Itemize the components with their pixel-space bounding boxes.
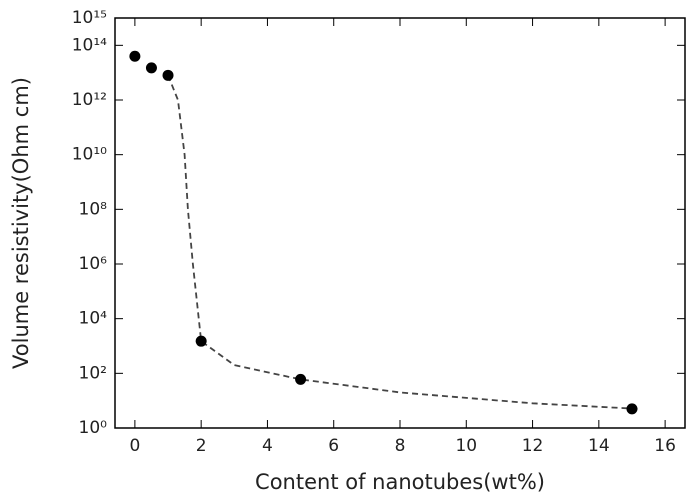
y-tick-label: 10⁶ [79,254,108,274]
data-point [195,335,207,347]
x-tick-label: 14 [588,436,610,456]
data-point [295,373,307,385]
data-point [162,69,174,81]
y-tick-label: 10⁰ [79,418,108,438]
x-tick-label: 10 [455,436,477,456]
x-tick-label: 8 [395,436,406,456]
fit-curve [167,74,639,410]
x-tick-label: 12 [522,436,544,456]
data-point [129,50,141,62]
y-tick-label: 10¹⁴ [72,35,107,55]
plot-frame [114,17,686,429]
x-tick-label: 2 [196,436,207,456]
data-point [626,403,638,415]
y-tick-label: 10⁴ [79,309,108,329]
y-tick-label: 10¹⁰ [72,145,107,165]
y-axis-title: Volume resistivity(Ohm cm) [9,77,33,369]
x-tick-label: 0 [129,436,140,456]
x-tick-label: 6 [328,436,339,456]
y-tick-label: 10⁸ [79,199,108,219]
x-axis-title: Content of nanotubes(wt%) [255,470,545,494]
y-tick-label: 10¹² [72,90,107,110]
y-tick-label: 10¹⁵ [72,8,107,28]
x-tick-label: 16 [654,436,676,456]
y-tick-label: 10² [79,363,107,383]
x-tick-label: 4 [262,436,273,456]
data-point [145,62,157,74]
